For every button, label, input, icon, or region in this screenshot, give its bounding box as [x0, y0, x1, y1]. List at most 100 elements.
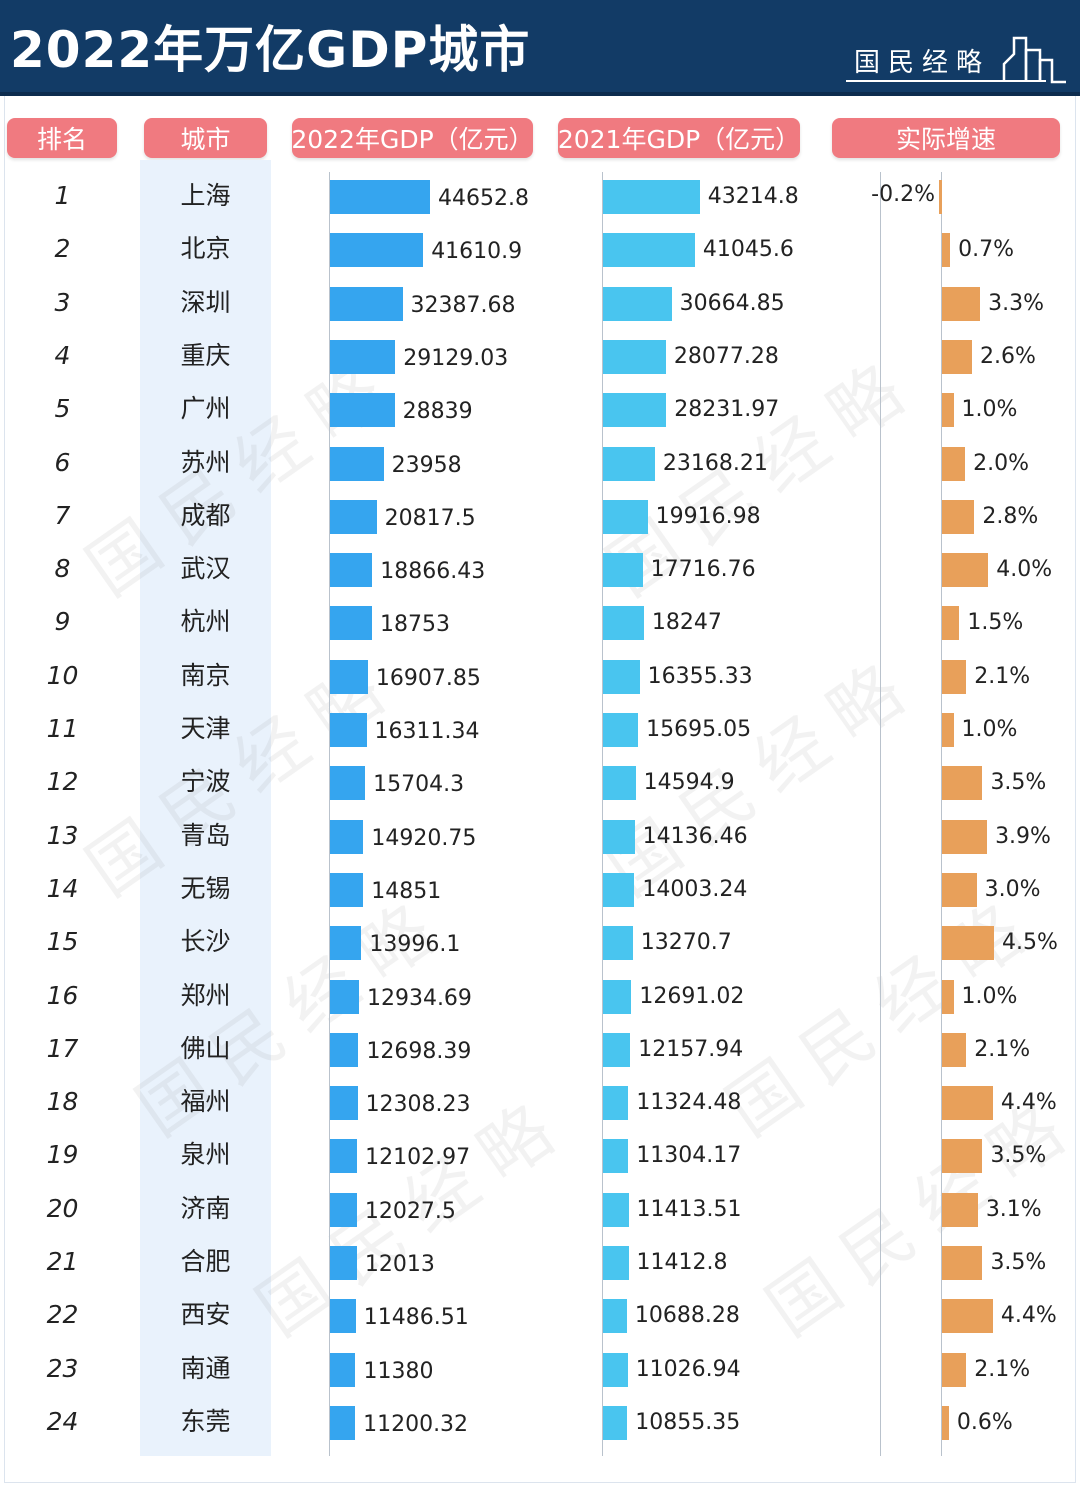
bar-gdp-2021 [603, 766, 636, 801]
bar-gdp-2021 [603, 393, 667, 428]
city-name: 青岛 [180, 820, 231, 850]
value-growth: 4.4% [1000, 1303, 1057, 1329]
rank-number: 23 [46, 1353, 79, 1383]
value-growth: 3.5% [990, 1143, 1047, 1169]
bar-growth [942, 339, 973, 374]
city-name: 东莞 [180, 1406, 231, 1436]
rank-number: 7 [54, 500, 71, 530]
bar-gdp-2021 [603, 1086, 629, 1121]
value-gdp-2021: 43214.8 [707, 184, 799, 209]
header-bar: 2022年万亿GDP城市 国民经略 [0, 0, 1080, 96]
value-gdp-2022: 11486.51 [363, 1305, 469, 1331]
city-name: 长沙 [180, 927, 231, 957]
rank-number: 6 [54, 447, 71, 477]
value-gdp-2021: 14594.9 [643, 770, 735, 796]
rank-number: 5 [54, 394, 71, 424]
bar-gdp-2021 [603, 1192, 629, 1227]
bar-growth [942, 233, 951, 268]
bar-gdp-2021 [603, 339, 666, 374]
bar-gdp-2022 [330, 1139, 358, 1174]
value-gdp-2022: 18866.43 [380, 559, 486, 585]
bar-gdp-2021 [603, 819, 635, 854]
rank-number: 4 [54, 340, 71, 370]
bar-gdp-2022 [330, 766, 366, 801]
axis-gdp-2022 [329, 172, 330, 1456]
value-gdp-2021: 16355.33 [647, 663, 753, 689]
rank-number: 12 [46, 767, 79, 797]
header-city: 城市 [144, 118, 267, 158]
city-name: 郑州 [180, 980, 231, 1010]
value-growth: 2.0% [973, 450, 1030, 476]
brand-underline [846, 80, 1046, 82]
city-name: 佛山 [180, 1033, 231, 1063]
bar-gdp-2021 [603, 872, 635, 907]
value-growth: 2.1% [974, 663, 1031, 689]
value-gdp-2022: 15704.3 [373, 772, 465, 798]
value-gdp-2021: 11304.17 [636, 1143, 742, 1169]
bar-growth [942, 499, 975, 534]
value-gdp-2021: 23168.21 [662, 450, 768, 476]
rank-number: 14 [46, 873, 79, 903]
bar-growth [942, 446, 966, 481]
value-gdp-2021: 12157.94 [638, 1036, 744, 1062]
value-gdp-2021: 30664.85 [679, 290, 785, 316]
city-name: 成都 [180, 500, 231, 530]
value-growth: -0.2% [871, 182, 935, 207]
value-growth: 3.5% [990, 1250, 1047, 1275]
value-gdp-2022: 14920.75 [371, 825, 477, 851]
value-gdp-2022: 12934.69 [366, 985, 472, 1011]
city-column-band [140, 160, 271, 1456]
bar-gdp-2021 [603, 553, 643, 588]
value-gdp-2021: 19916.98 [655, 503, 761, 529]
rank-number: 22 [46, 1300, 79, 1330]
bar-growth [942, 606, 960, 641]
value-growth: 4.4% [1000, 1090, 1057, 1116]
value-gdp-2022: 18753 [379, 612, 450, 638]
bar-growth [942, 872, 977, 907]
bar-gdp-2022 [330, 926, 362, 961]
rank-number: 15 [46, 927, 79, 957]
bar-growth [942, 926, 994, 961]
bar-gdp-2022 [330, 1352, 356, 1387]
rank-number: 16 [46, 980, 79, 1010]
bar-growth [942, 1192, 978, 1227]
value-growth: 1.0% [961, 397, 1018, 423]
rank-number: 18 [46, 1087, 79, 1117]
value-growth: 2.1% [974, 1036, 1031, 1062]
city-name: 广州 [180, 394, 231, 424]
value-gdp-2022: 44652.8 [438, 186, 529, 211]
rank-number: 24 [46, 1406, 79, 1436]
bar-growth [942, 1352, 967, 1387]
rank-number: 9 [54, 607, 71, 637]
value-gdp-2021: 28077.28 [673, 343, 779, 369]
table-frame [4, 96, 1076, 1483]
value-gdp-2022: 12013 [364, 1252, 435, 1277]
bar-gdp-2021 [603, 926, 633, 961]
bar-gdp-2021 [603, 446, 655, 481]
city-name: 宁波 [180, 767, 231, 797]
value-gdp-2021: 28231.97 [674, 397, 780, 423]
bar-gdp-2022 [330, 286, 403, 321]
rank-number: 21 [46, 1247, 79, 1276]
value-growth: 4.0% [996, 557, 1053, 583]
value-gdp-2022: 12698.39 [366, 1038, 472, 1064]
bar-gdp-2021 [603, 1246, 629, 1280]
value-gdp-2021: 14003.24 [642, 876, 748, 902]
bar-growth [942, 1086, 993, 1121]
header-rank: 排名 [7, 118, 117, 158]
value-growth: 3.0% [984, 876, 1041, 902]
value-gdp-2022: 12027.5 [364, 1198, 456, 1224]
city-name: 泉州 [180, 1140, 231, 1170]
value-gdp-2021: 14136.46 [642, 823, 748, 849]
city-name: 西安 [180, 1300, 231, 1330]
bar-growth [942, 766, 983, 801]
value-gdp-2021: 11026.94 [635, 1356, 741, 1382]
bar-growth [942, 1032, 967, 1067]
bar-gdp-2022 [330, 979, 359, 1014]
bar-gdp-2022 [330, 1086, 358, 1121]
axis-growth-zero-line [880, 172, 881, 1456]
bar-growth [942, 1299, 993, 1334]
bar-gdp-2022 [330, 499, 377, 534]
bar-growth [942, 979, 954, 1014]
bar-gdp-2022 [330, 180, 430, 214]
